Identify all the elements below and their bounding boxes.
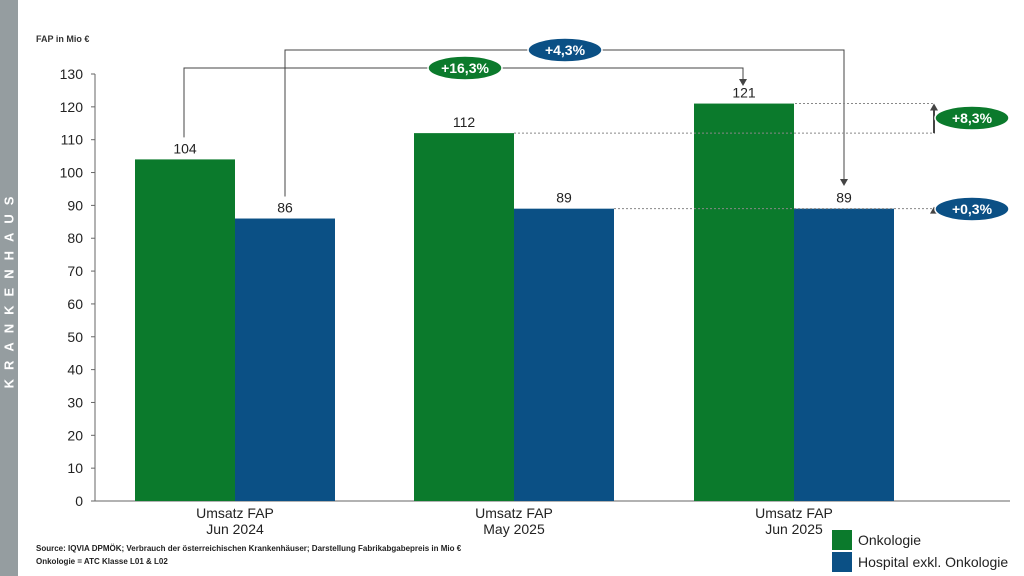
legend-swatch [832,552,852,572]
y-tick-label: 70 [67,263,83,279]
x-tick-label: May 2025 [483,521,545,537]
onko-yoy-badge [427,55,503,81]
x-tick-label: Umsatz FAP [755,505,833,521]
data-label: 112 [453,114,476,130]
y-tick-label: 130 [60,66,84,82]
onko-yoy-label: +16,3% [441,60,489,76]
legend-label: Hospital exkl. Onkologie [858,554,1009,570]
data-label: 104 [173,140,197,156]
sidebar: KRANKENHAUS [0,0,18,576]
data-label: 89 [556,190,572,206]
bar [514,208,614,501]
onko-mom-label: +8,3% [952,110,993,126]
onko-mom-badge [934,105,1010,131]
arrow-up-icon [930,103,938,111]
y-tick-label: 30 [67,394,83,410]
y-tick-label: 20 [67,427,83,443]
bar [235,218,335,501]
x-tick-label: Umsatz FAP [475,505,553,521]
data-label: 86 [277,200,293,216]
data-label: 89 [836,190,852,206]
y-tick-label: 0 [75,493,83,509]
y-tick-label: 120 [60,99,84,115]
y-tick-label: 50 [67,329,83,345]
legend-label: Onkologie [858,532,922,548]
x-tick-label: Umsatz FAP [196,505,274,521]
legend-item-hospital: Hospital exkl. Onkologie [832,552,1008,572]
definition-note: Onkologie = ATC Klasse L01 & L02 [36,557,168,566]
x-tick-label: Jun 2025 [765,521,823,537]
x-tick-label: Jun 2024 [206,521,264,537]
legend-item-onkologie: Onkologie [832,530,921,550]
bar [414,133,514,501]
hosp-yoy-badge [527,37,603,63]
arrow-down-icon [739,79,747,86]
bar [794,208,894,501]
bar [694,103,794,502]
y-tick-label: 90 [67,197,83,213]
hosp-mom-badge [934,196,1010,222]
legend-swatch [832,530,852,550]
arrow-down-icon [840,179,848,186]
y-tick-label: 110 [61,132,84,148]
hosp-yoy-label: +4,3% [545,42,586,58]
source-note: Source: IQVIA DPMÖK; Verbrauch der öster… [36,544,462,553]
data-label: 121 [732,85,756,101]
bar [135,159,235,501]
y-tick-label: 100 [60,165,84,181]
hosp-mom-label: +0,3% [952,201,993,217]
y-tick-label: 10 [67,460,83,476]
y-axis-label: FAP in Mio € [36,34,90,44]
y-tick-label: 80 [67,230,83,246]
y-tick-label: 60 [67,296,83,312]
y-tick-label: 40 [67,362,83,378]
